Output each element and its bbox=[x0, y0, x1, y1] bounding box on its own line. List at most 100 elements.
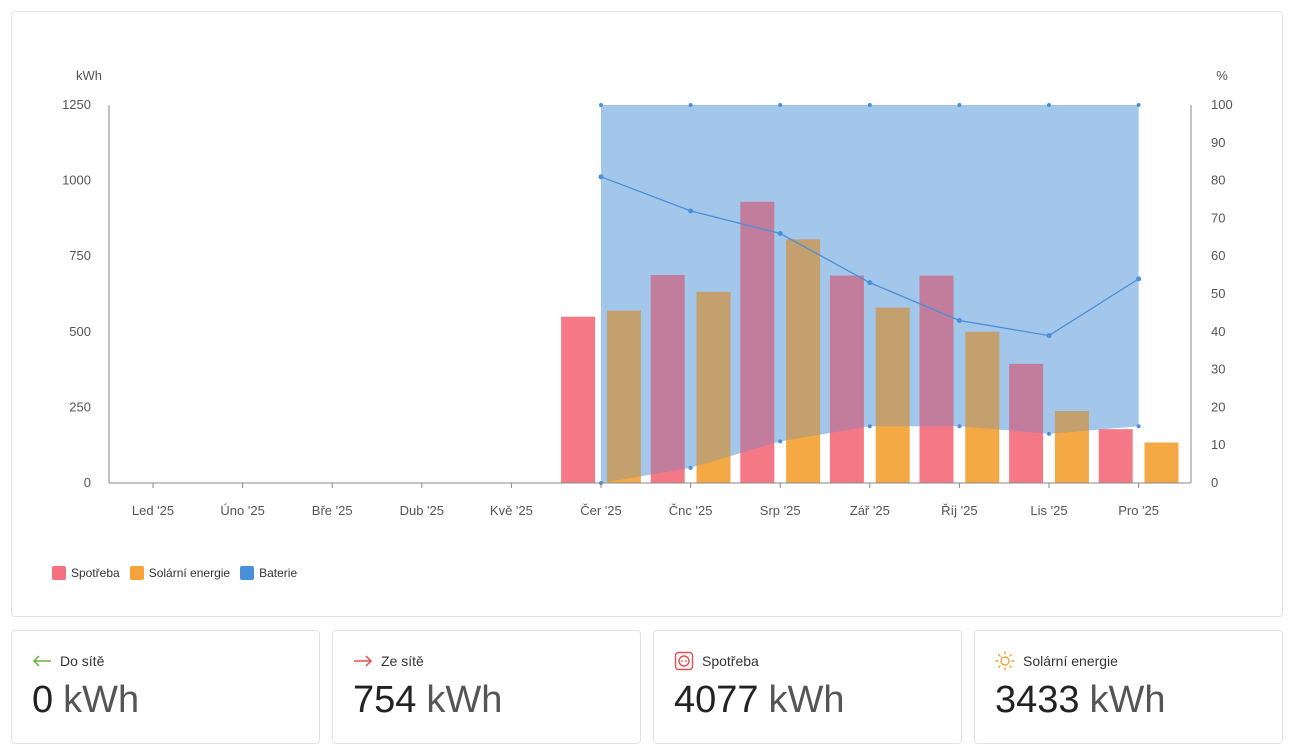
x-tick-label: Zář '25 bbox=[850, 503, 890, 518]
stat-header: Solární energie bbox=[995, 651, 1118, 671]
y-left-tick-label: 0 bbox=[84, 475, 91, 490]
y-right-tick-label: 30 bbox=[1211, 362, 1225, 377]
legend-label-solarni-energie: Solární energie bbox=[148, 566, 231, 580]
legend-item-solarni-energie[interactable]: Solární energie bbox=[129, 566, 231, 580]
battery-line-point-8 bbox=[867, 280, 873, 286]
battery-min-point-6 bbox=[688, 465, 693, 470]
y-right-tick-label: 60 bbox=[1211, 248, 1225, 263]
bar-spotreba-8 bbox=[829, 275, 864, 483]
battery-min-point-8 bbox=[867, 424, 872, 429]
battery-max-point-11 bbox=[1136, 103, 1141, 107]
bar-solarni-10 bbox=[1054, 411, 1089, 483]
bar-spotreba-7 bbox=[740, 201, 775, 483]
stat-value-row: 754 kWh bbox=[353, 679, 502, 722]
y-right-tick-label: 100 bbox=[1211, 97, 1233, 112]
y-right-tick-label: 50 bbox=[1211, 286, 1225, 301]
stat-card-ze-site: Ze sítě 754 kWh bbox=[332, 630, 641, 744]
x-tick-label: Čnc '25 bbox=[669, 503, 713, 518]
x-tick-label: Led '25 bbox=[132, 503, 174, 518]
stat-value: 754 bbox=[353, 679, 417, 721]
x-tick-label: Pro '25 bbox=[1118, 503, 1159, 518]
stat-value: 3433 bbox=[995, 679, 1080, 721]
legend-item-baterie[interactable]: Baterie bbox=[240, 566, 297, 580]
stat-value: 4077 bbox=[674, 679, 759, 721]
y-right-tick-label: 0 bbox=[1211, 475, 1218, 490]
y-left-tick-label: 750 bbox=[69, 248, 91, 263]
y-right-tick-label: 80 bbox=[1211, 173, 1225, 188]
x-tick-label: Bře '25 bbox=[312, 503, 353, 518]
x-tick-label: Dub '25 bbox=[400, 503, 444, 518]
legend-label-spotreba: Spotřeba bbox=[71, 566, 120, 580]
battery-max-point-8 bbox=[867, 103, 872, 107]
battery-max-point-7 bbox=[778, 103, 783, 107]
stat-card-do-site: Do sítě 0 kWh bbox=[11, 630, 320, 744]
y-right-tick-label: 20 bbox=[1211, 399, 1225, 414]
stat-unit: kWh bbox=[63, 679, 140, 721]
legend-item-spotreba[interactable]: Spotřeba bbox=[52, 566, 120, 580]
bar-solarni-11 bbox=[1144, 442, 1179, 483]
x-tick-label: Říj '25 bbox=[941, 503, 977, 518]
legend-swatch-baterie bbox=[240, 566, 255, 580]
x-tick-label: Lis '25 bbox=[1030, 503, 1067, 518]
y-right-tick-label: 10 bbox=[1211, 437, 1225, 452]
energy-chart: 0 250 500 750 1000 1250 kWh 0 10 20 30 40 50 60 70 80 90… bbox=[62, 68, 1233, 518]
bar-solarni-7 bbox=[786, 239, 821, 483]
battery-max-point-10 bbox=[1047, 103, 1051, 107]
battery-line-point-10 bbox=[1046, 333, 1052, 339]
bar-spotreba-11 bbox=[1098, 429, 1133, 483]
battery-line-point-9 bbox=[956, 317, 962, 323]
stat-label: Spotřeba bbox=[702, 653, 759, 669]
battery-line-point-6 bbox=[688, 208, 694, 214]
bar-solarni-8 bbox=[875, 307, 910, 483]
legend-label-baterie: Baterie bbox=[259, 566, 298, 580]
stat-label: Solární energie bbox=[1023, 653, 1118, 669]
battery-max-point-9 bbox=[957, 103, 962, 107]
battery-min-point-11 bbox=[1136, 424, 1141, 429]
outlet-icon bbox=[674, 651, 694, 671]
battery-min-point-10 bbox=[1047, 431, 1051, 436]
stat-unit: kWh bbox=[426, 679, 503, 721]
bar-spotreba-10 bbox=[1009, 363, 1044, 483]
y-right-unit-label: % bbox=[1216, 68, 1228, 83]
y-right-tick-label: 70 bbox=[1211, 210, 1225, 225]
battery-min-point-9 bbox=[957, 424, 962, 429]
battery-min-point-7 bbox=[778, 439, 783, 444]
battery-max-point-6 bbox=[688, 103, 693, 107]
bar-solarni-9 bbox=[965, 331, 1000, 483]
stat-unit: kWh bbox=[1089, 679, 1166, 721]
stat-header: Do sítě bbox=[32, 651, 104, 671]
stat-value-row: 0 kWh bbox=[32, 679, 139, 722]
battery-range-overlay bbox=[601, 105, 1139, 483]
stat-unit: kWh bbox=[768, 679, 845, 721]
x-tick-label: Kvě '25 bbox=[490, 503, 533, 518]
y-left-unit-label: kWh bbox=[76, 68, 102, 83]
stat-value-row: 4077 kWh bbox=[674, 679, 845, 722]
battery-range-area bbox=[601, 105, 1139, 483]
stat-value-row: 3433 kWh bbox=[995, 679, 1166, 722]
arrow-right-icon bbox=[353, 651, 373, 671]
stat-card-solarni-energie: Solární energie 3433 kWh bbox=[974, 630, 1283, 744]
legend-swatch-solarni-energie bbox=[129, 566, 144, 580]
y-left-tick-label: 1250 bbox=[62, 97, 91, 112]
y-left-tick-label: 250 bbox=[69, 399, 91, 414]
y-right-tick-label: 90 bbox=[1211, 135, 1225, 150]
bar-spotreba-6 bbox=[650, 274, 685, 483]
battery-line-point-5 bbox=[598, 174, 604, 180]
bar-solarni-5 bbox=[606, 310, 641, 483]
y-right-tick-label: 40 bbox=[1211, 324, 1225, 339]
legend-swatch-spotreba bbox=[52, 566, 66, 580]
energy-chart-card: 0 250 500 750 1000 1250 kWh 0 10 20 30 40 50 60 70 80 90… bbox=[11, 11, 1283, 617]
chart-legend: Spotřeba Solární energie Baterie bbox=[52, 566, 297, 580]
battery-max-point-5 bbox=[599, 103, 603, 107]
stat-card-spotreba: Spotřeba 4077 kWh bbox=[653, 630, 962, 744]
x-tick-label: Čer '25 bbox=[580, 503, 622, 518]
x-tick-label: Úno '25 bbox=[220, 503, 264, 518]
stat-value: 0 bbox=[32, 679, 54, 721]
battery-line-point-7 bbox=[777, 231, 783, 237]
sun-icon bbox=[995, 651, 1015, 671]
stat-header: Spotřeba bbox=[674, 651, 759, 671]
stat-header: Ze sítě bbox=[353, 651, 424, 671]
bar-spotreba-5 bbox=[561, 316, 596, 483]
stat-label: Do sítě bbox=[60, 653, 105, 669]
stat-label: Ze sítě bbox=[381, 653, 424, 669]
